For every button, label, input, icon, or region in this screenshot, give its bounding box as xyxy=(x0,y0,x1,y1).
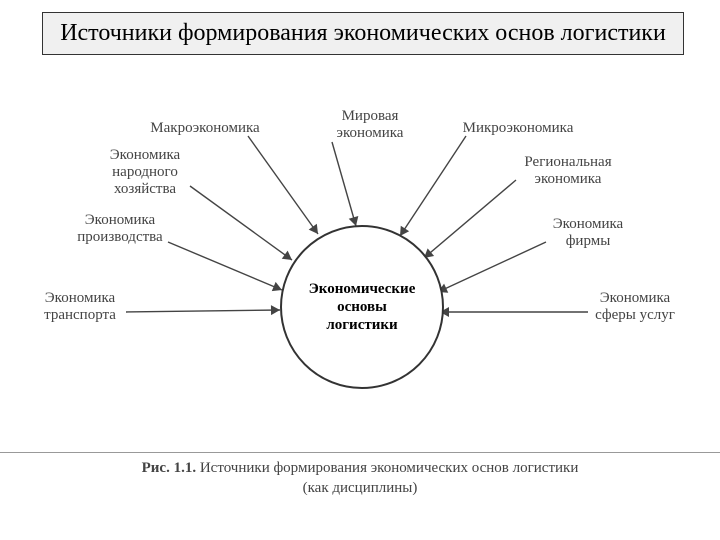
arrow-line-macro xyxy=(248,136,318,234)
node-region: Региональнаяэкономика xyxy=(508,154,628,188)
page-title-box: Источники формирования экономических осн… xyxy=(42,12,684,55)
page-title: Источники формирования экономических осн… xyxy=(60,20,666,46)
caption-text: Источники формирования экономических осн… xyxy=(200,460,579,476)
node-micro: Микроэкономика xyxy=(448,120,588,137)
center-label: Экономические основы логистики xyxy=(309,280,416,334)
caption-bold: Рис. 1.1. xyxy=(142,460,196,476)
arrow-line-world xyxy=(332,142,356,226)
arrow-head-narhoz xyxy=(282,251,292,260)
node-firm: Экономикафирмы xyxy=(538,216,638,250)
center-line1: Экономические xyxy=(309,281,416,297)
node-transp: Экономикатранспорта xyxy=(30,290,130,324)
node-narhoz: Экономиканародногохозяйства xyxy=(90,147,200,197)
diagram-area: Экономические основы логистики Мироваяэк… xyxy=(30,100,690,440)
arrow-line-proizv xyxy=(168,242,282,290)
arrow-line-firm xyxy=(438,242,546,292)
node-world: Мироваяэкономика xyxy=(325,108,415,142)
arrow-line-narhoz xyxy=(190,186,292,260)
arrow-head-transp xyxy=(271,305,280,315)
arrow-head-macro xyxy=(309,224,318,234)
center-line2: основы xyxy=(337,299,387,315)
center-line3: логистики xyxy=(326,317,397,333)
arrow-line-transp xyxy=(126,310,280,312)
node-uslug: Экономикасферы услуг xyxy=(580,290,690,324)
node-proizv: Экономикапроизводства xyxy=(65,212,175,246)
arrow-line-region xyxy=(424,180,516,258)
figure-caption: Рис. 1.1. Источники формирования экономи… xyxy=(0,452,720,498)
caption-sub: (как дисциплины) xyxy=(303,480,418,496)
node-macro: Макроэкономика xyxy=(140,120,270,137)
arrow-line-micro xyxy=(400,136,466,236)
center-circle: Экономические основы логистики xyxy=(280,225,444,389)
